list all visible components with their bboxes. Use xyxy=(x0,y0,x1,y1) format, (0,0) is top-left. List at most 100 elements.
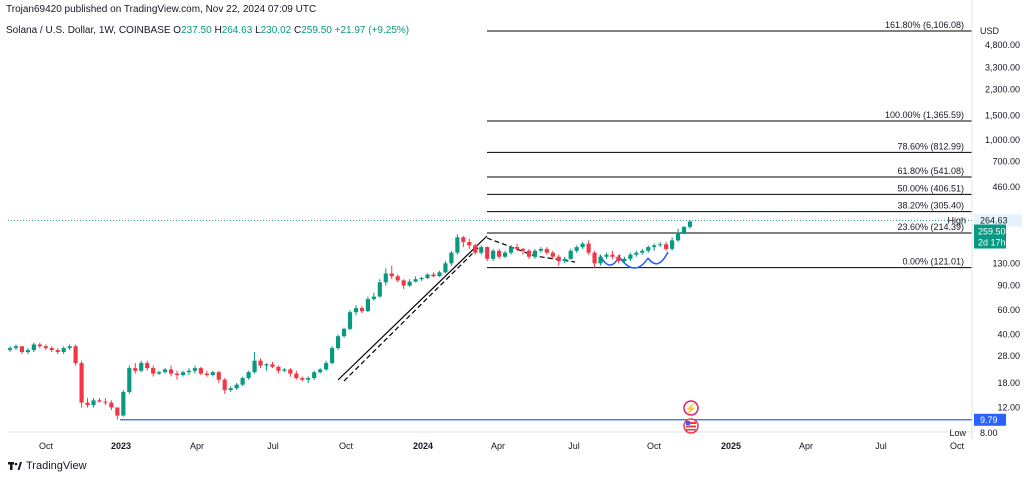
candle-body xyxy=(222,379,227,391)
x-tick-label: 2023 xyxy=(111,441,131,451)
candle-body xyxy=(180,372,186,376)
candle-body xyxy=(168,369,174,374)
symbol-title[interactable]: Solana / U.S. Dollar, 1W, COINBASE xyxy=(6,25,171,36)
trend-line-rally-dashed xyxy=(343,245,481,382)
candle-body xyxy=(443,263,448,273)
candle-body xyxy=(401,280,406,286)
candle xyxy=(550,250,555,259)
candle xyxy=(652,243,657,251)
candle xyxy=(55,348,60,355)
event-lightning-icon[interactable]: ⚡ xyxy=(683,400,699,416)
candle-body xyxy=(246,372,251,379)
low-label: Low xyxy=(949,428,966,438)
candle xyxy=(467,238,472,249)
candle-body xyxy=(335,336,341,349)
candle-body xyxy=(395,276,400,281)
candle-body xyxy=(341,328,347,337)
candle xyxy=(145,360,150,371)
candle xyxy=(210,370,215,377)
candle-body xyxy=(43,346,48,349)
candle-body xyxy=(216,372,221,380)
us-flag-event-icon[interactable] xyxy=(683,418,699,434)
candle xyxy=(216,370,221,383)
candle xyxy=(443,261,448,274)
candle-body xyxy=(497,250,502,257)
candle-body xyxy=(55,350,60,353)
candle xyxy=(646,245,651,253)
candle xyxy=(300,376,305,382)
currency-label: USD xyxy=(980,26,1000,36)
candle-body xyxy=(652,245,657,248)
candle xyxy=(198,366,203,376)
candle xyxy=(485,246,490,262)
last-price-bg xyxy=(974,224,1006,249)
candle-body xyxy=(163,369,168,373)
symbol-legend: Solana / U.S. Dollar, 1W, COINBASE O237.… xyxy=(6,25,409,36)
candle-body xyxy=(640,250,645,253)
candle-body xyxy=(520,248,526,251)
candle xyxy=(383,268,388,286)
candle xyxy=(610,250,615,259)
tradingview-brand: TradingView xyxy=(26,460,87,472)
candle-body xyxy=(461,237,466,242)
candle-body xyxy=(139,363,144,371)
x-tick-label: 2024 xyxy=(413,441,433,451)
candle-body xyxy=(359,308,365,312)
high-label: High xyxy=(947,215,966,225)
candle xyxy=(49,346,54,353)
candle xyxy=(121,390,126,417)
fib-level: 50.00% (406.51) xyxy=(487,183,972,195)
high-value: 264.63 xyxy=(980,215,1008,225)
candle-body xyxy=(31,344,36,351)
candle-body xyxy=(300,378,305,380)
candle xyxy=(473,243,478,255)
x-tick-label: 2025 xyxy=(721,441,741,451)
candle xyxy=(318,368,323,374)
x-tick-label: Jul xyxy=(267,441,279,451)
candle-body xyxy=(49,348,54,351)
candle-body xyxy=(586,243,591,253)
candle xyxy=(580,241,585,249)
fib-level: 38.20% (305.40) xyxy=(487,201,972,213)
candle xyxy=(604,252,609,259)
fib-level: 161.80% (6,106.08) xyxy=(487,20,972,32)
fib-label: 78.60% (812.99) xyxy=(897,141,964,151)
candle-body xyxy=(646,247,651,251)
candle xyxy=(288,368,293,377)
candle xyxy=(192,365,197,374)
candle xyxy=(282,368,287,373)
candle xyxy=(246,370,251,380)
candle xyxy=(31,342,36,353)
chart-icons: ⚡ xyxy=(683,400,699,434)
candle-body xyxy=(580,243,585,248)
candle-body xyxy=(85,402,90,406)
candle xyxy=(67,344,72,351)
candle-body xyxy=(425,274,430,279)
candle xyxy=(681,226,687,235)
candle-body xyxy=(664,244,669,249)
y-tick-label: 3,300.00 xyxy=(985,63,1020,73)
candle xyxy=(335,334,341,351)
candle-body xyxy=(204,373,209,376)
candle xyxy=(532,248,537,259)
candle xyxy=(97,398,102,403)
axes: USD 4,800.00 3,300.00 2,300.00 1,500.00 1,000… xyxy=(39,0,1022,451)
x-tick-label: Apr xyxy=(799,441,813,451)
candle xyxy=(234,382,239,391)
candle xyxy=(204,370,209,377)
candle xyxy=(330,346,335,365)
candle-body xyxy=(365,299,370,312)
candle-body xyxy=(127,368,132,392)
candle xyxy=(395,274,400,283)
fib-label: 0.00% (121.01) xyxy=(902,257,964,267)
candle xyxy=(168,365,174,377)
candle xyxy=(37,342,42,349)
candle xyxy=(103,398,108,406)
candle xyxy=(306,376,311,383)
candle xyxy=(520,247,526,255)
y-tick-label: 12.00 xyxy=(997,402,1020,412)
cup-pattern-3 xyxy=(647,251,669,265)
candle xyxy=(341,327,347,338)
candle-body xyxy=(413,279,418,282)
